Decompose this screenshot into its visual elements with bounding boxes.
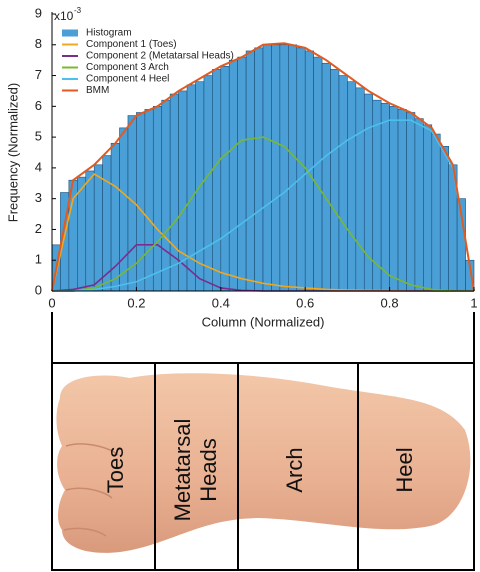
histogram-bar (162, 100, 170, 291)
region-label: Heel (392, 447, 417, 492)
histogram-bar (145, 109, 153, 291)
histogram-bar (423, 125, 431, 291)
y-tick-label: 2 (35, 221, 42, 236)
x-tick-label: 1 (470, 295, 477, 310)
histogram-bar (136, 112, 144, 291)
x-tick-label: 0.8 (381, 295, 399, 310)
histogram-bar (120, 128, 128, 291)
histogram-bar (314, 57, 322, 291)
histogram-bar (221, 66, 229, 291)
histogram-bar (86, 171, 94, 291)
x-axis-label: Column (Normalized) (202, 314, 325, 329)
chart: 0 1 2 3 4 5 6 7 8 9 0 0.2 0.4 0.6 0.8 1 Column (Normaliz… (5, 5, 477, 329)
y-multiplier-exponent: -3 (74, 6, 82, 15)
x-tick-label: 0 (48, 295, 55, 310)
region-label: Arch (282, 447, 307, 492)
histogram-bar (297, 48, 305, 291)
region-label: Heads (196, 438, 221, 502)
legend-swatch (62, 30, 78, 37)
x-tick-label: 0.4 (212, 295, 230, 310)
histogram-bar (390, 106, 398, 291)
histogram-bar (271, 45, 279, 291)
histogram-bar (246, 51, 254, 291)
histogram-bar (347, 82, 355, 291)
y-tick-label: 6 (35, 98, 42, 113)
y-multiplier: x10 (54, 9, 74, 23)
y-axis-label: Frequency (Normalized) (5, 83, 20, 222)
histogram-bar (94, 165, 102, 291)
histogram-bar (255, 48, 263, 291)
histogram-bar (331, 69, 339, 291)
histogram-bar (212, 69, 220, 291)
histogram-bar (263, 45, 271, 291)
y-tick-label: 3 (35, 190, 42, 205)
region-label: Toes (103, 447, 128, 493)
histogram-bar (238, 57, 246, 291)
y-tick-label: 9 (35, 5, 42, 20)
y-tick-label: 8 (35, 36, 42, 51)
legend-label: Component 1 (Toes) (86, 39, 177, 50)
histogram-bar (77, 177, 85, 291)
histogram-bar (415, 119, 423, 291)
histogram-bar (406, 112, 414, 291)
histogram-bar (229, 60, 237, 291)
histogram-bar (381, 103, 389, 291)
legend-label: Component 4 Heel (86, 74, 169, 85)
histogram-bar (339, 76, 347, 291)
x-tick-label: 0.6 (296, 295, 314, 310)
legend-label: Component 2 (Metatarsal Heads) (86, 51, 234, 62)
histogram-bar (280, 45, 288, 291)
histogram-bar (153, 106, 161, 291)
histogram-bar (432, 134, 440, 291)
figure: 0 1 2 3 4 5 6 7 8 9 0 0.2 0.4 0.6 0.8 1 Column (Normaliz… (0, 0, 480, 572)
legend-label: BMM (86, 85, 109, 96)
histogram-bar (170, 94, 178, 291)
y-tick-label: 7 (35, 67, 42, 82)
y-tick-label: 5 (35, 129, 42, 144)
histogram-bar (288, 45, 296, 291)
histogram-bar (364, 94, 372, 291)
legend-label: Component 3 Arch (86, 62, 169, 73)
histogram-bar (398, 109, 406, 291)
legend-label: Histogram (86, 28, 132, 39)
y-tick-label: 1 (35, 252, 42, 267)
histogram-bar (440, 146, 448, 291)
y-tick-label: 4 (35, 159, 42, 174)
histogram-bar (204, 76, 212, 291)
histogram-bar (356, 88, 364, 291)
y-tick-label: 0 (35, 282, 42, 297)
histogram-bar (322, 63, 330, 291)
x-tick-label: 0.2 (127, 295, 145, 310)
region-label: Metatarsal (170, 419, 195, 522)
